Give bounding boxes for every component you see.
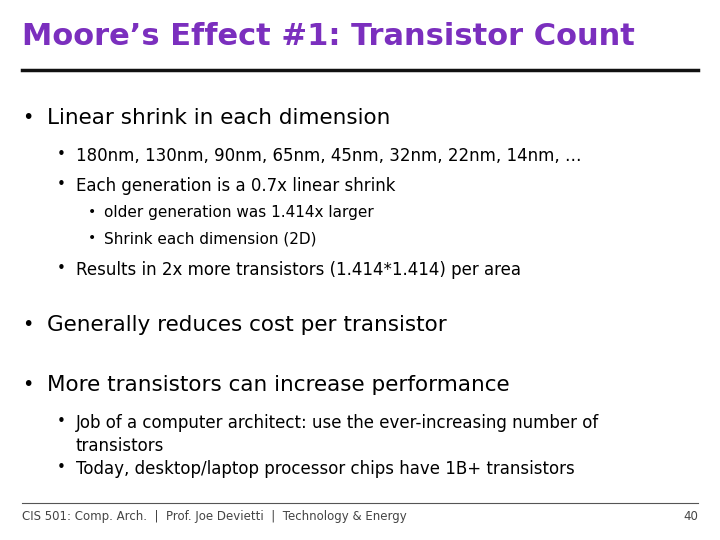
Text: Results in 2x more transistors (1.414*1.414) per area: Results in 2x more transistors (1.414*1.… [76,261,521,279]
Text: 40: 40 [683,510,698,523]
Text: •: • [57,261,66,276]
Text: Today, desktop/laptop processor chips have 1B+ transistors: Today, desktop/laptop processor chips ha… [76,460,575,478]
Text: CIS 501: Comp. Arch.  |  Prof. Joe Devietti  |  Technology & Energy: CIS 501: Comp. Arch. | Prof. Joe Deviett… [22,510,406,523]
Text: •: • [22,315,33,334]
Text: •: • [57,147,66,162]
Text: Moore’s Effect #1: Transistor Count: Moore’s Effect #1: Transistor Count [22,22,634,51]
Text: 180nm, 130nm, 90nm, 65nm, 45nm, 32nm, 22nm, 14nm, …: 180nm, 130nm, 90nm, 65nm, 45nm, 32nm, 22… [76,147,581,165]
Text: •: • [57,177,66,192]
Text: •: • [57,414,66,429]
Text: older generation was 1.414x larger: older generation was 1.414x larger [104,205,374,220]
Text: More transistors can increase performance: More transistors can increase performanc… [47,375,510,395]
Text: •: • [22,108,33,127]
Text: Linear shrink in each dimension: Linear shrink in each dimension [47,108,390,128]
Text: Generally reduces cost per transistor: Generally reduces cost per transistor [47,315,446,335]
Text: Each generation is a 0.7x linear shrink: Each generation is a 0.7x linear shrink [76,177,395,195]
Text: Job of a computer architect: use the ever-increasing number of
transistors: Job of a computer architect: use the eve… [76,414,599,455]
Text: Shrink each dimension (2D): Shrink each dimension (2D) [104,231,317,246]
Text: •: • [88,205,96,219]
Text: •: • [88,231,96,245]
Text: •: • [57,460,66,475]
Text: •: • [22,375,33,394]
